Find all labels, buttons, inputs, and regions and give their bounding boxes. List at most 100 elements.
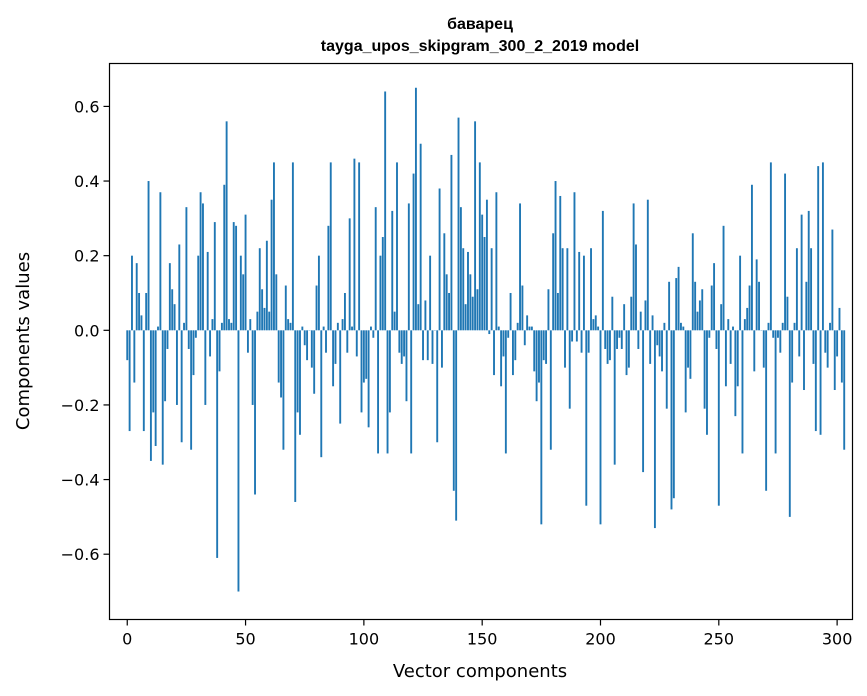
bar xyxy=(490,248,493,331)
y-tick-label: 0.0 xyxy=(74,321,99,340)
bar xyxy=(235,225,238,331)
bar xyxy=(299,330,301,435)
bar xyxy=(514,330,517,361)
bar xyxy=(829,322,831,331)
bar xyxy=(287,319,290,331)
bar xyxy=(831,229,834,331)
bar xyxy=(736,330,739,387)
bar xyxy=(743,319,746,331)
bar xyxy=(135,263,138,331)
bar xyxy=(223,184,226,331)
bar xyxy=(185,207,188,331)
bar xyxy=(568,330,571,409)
bar xyxy=(339,330,342,424)
bar xyxy=(573,192,576,331)
bar xyxy=(334,330,337,364)
bar xyxy=(769,162,772,331)
bar xyxy=(355,330,358,357)
bar xyxy=(317,255,320,331)
bar xyxy=(199,192,202,331)
bar xyxy=(244,214,247,331)
bar xyxy=(627,330,630,368)
bar xyxy=(291,162,294,331)
bar xyxy=(209,330,212,357)
bar xyxy=(353,158,356,331)
bar xyxy=(741,330,744,454)
bar xyxy=(833,330,836,391)
bar xyxy=(698,300,701,331)
bar xyxy=(582,255,585,331)
x-tick-label: 150 xyxy=(467,630,498,649)
bar xyxy=(346,330,349,353)
bar xyxy=(798,330,801,357)
bar xyxy=(722,225,725,331)
bar xyxy=(564,330,566,368)
bar xyxy=(535,330,538,402)
bar xyxy=(677,266,680,331)
bar xyxy=(360,330,363,413)
bar xyxy=(246,330,249,353)
bar xyxy=(767,322,770,331)
bar xyxy=(187,330,190,349)
bar xyxy=(601,210,604,331)
bar xyxy=(393,311,396,331)
bar xyxy=(131,255,133,331)
bar xyxy=(381,237,384,331)
bar xyxy=(313,330,316,394)
bar xyxy=(386,330,389,454)
bar xyxy=(507,330,510,338)
bar xyxy=(552,233,555,331)
bar xyxy=(580,330,583,353)
y-tick-label: −0.6 xyxy=(61,545,100,564)
bar xyxy=(140,315,143,331)
chart-subtitle: tayga_upos_skipgram_300_2_2019 model xyxy=(321,38,639,55)
bar xyxy=(786,296,789,331)
bar xyxy=(729,330,732,364)
bar xyxy=(706,330,708,435)
bar xyxy=(696,311,699,331)
bar xyxy=(793,322,796,331)
bar xyxy=(464,304,467,331)
bar xyxy=(566,248,569,331)
bar xyxy=(164,330,167,402)
x-tick-label: 200 xyxy=(585,630,616,649)
bar xyxy=(422,330,424,361)
bar xyxy=(609,330,611,361)
bar xyxy=(157,326,159,331)
bar xyxy=(646,199,649,331)
bar xyxy=(370,326,372,331)
bar xyxy=(254,330,256,495)
bar xyxy=(405,330,408,402)
bar xyxy=(639,311,642,331)
bar xyxy=(142,330,145,432)
bar xyxy=(436,330,439,443)
bar xyxy=(398,330,401,353)
bar xyxy=(211,319,214,331)
bar xyxy=(826,330,829,368)
bar xyxy=(727,319,730,331)
bar xyxy=(843,330,846,450)
bar xyxy=(218,330,221,372)
bar xyxy=(625,330,628,376)
bar xyxy=(691,233,694,331)
bar xyxy=(377,330,380,454)
y-axis-label: Components values xyxy=(13,252,34,430)
bar xyxy=(493,330,495,376)
bar xyxy=(237,330,240,592)
bar xyxy=(592,319,595,331)
bar xyxy=(265,240,268,331)
x-tick-label: 250 xyxy=(704,630,735,649)
bar xyxy=(414,87,417,331)
x-tick-label: 50 xyxy=(235,630,255,649)
bar xyxy=(616,330,618,349)
bar xyxy=(481,214,484,331)
bar xyxy=(637,330,640,349)
bar xyxy=(476,289,479,331)
bar xyxy=(474,121,477,331)
bar xyxy=(819,330,822,435)
bar xyxy=(343,292,346,331)
bar xyxy=(403,330,406,357)
bar xyxy=(478,162,481,331)
bar xyxy=(724,330,727,387)
bar xyxy=(483,237,486,331)
